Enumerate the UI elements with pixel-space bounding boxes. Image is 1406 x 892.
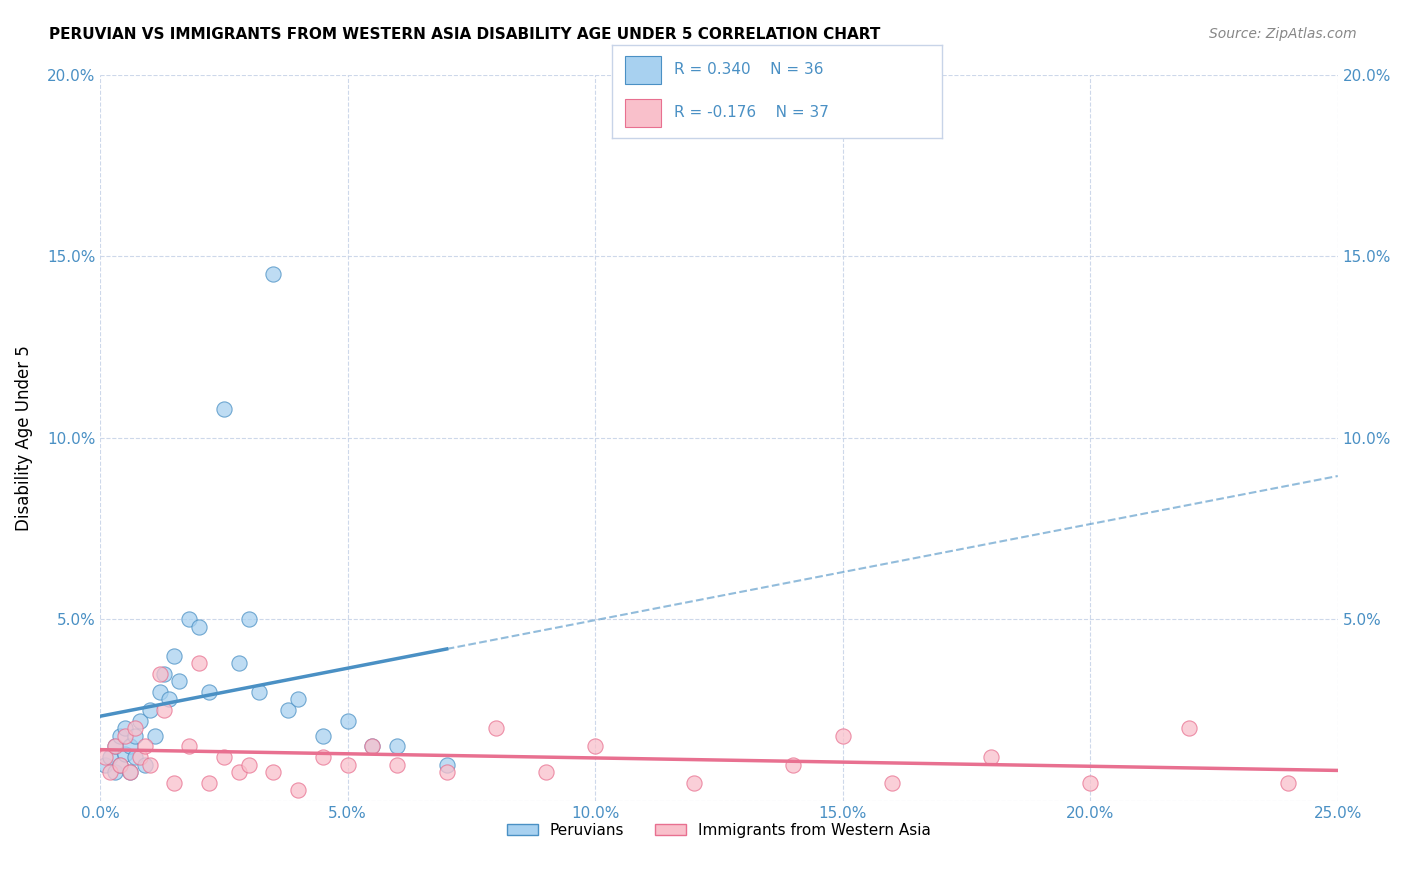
Point xyxy=(128,714,150,728)
Point xyxy=(134,757,156,772)
Point xyxy=(312,750,335,764)
Point xyxy=(583,739,606,754)
Point xyxy=(683,775,706,789)
Point xyxy=(124,721,146,735)
Point xyxy=(153,666,176,681)
Point xyxy=(980,750,1002,764)
Point xyxy=(485,721,508,735)
Point xyxy=(262,764,284,779)
Point xyxy=(138,757,160,772)
Point xyxy=(114,747,136,761)
Point xyxy=(179,739,201,754)
Point xyxy=(361,739,384,754)
Point xyxy=(277,703,299,717)
Point xyxy=(212,750,235,764)
Point xyxy=(534,764,557,779)
Text: PERUVIAN VS IMMIGRANTS FROM WESTERN ASIA DISABILITY AGE UNDER 5 CORRELATION CHAR: PERUVIAN VS IMMIGRANTS FROM WESTERN ASIA… xyxy=(49,27,880,42)
Point xyxy=(287,692,309,706)
Point xyxy=(179,612,201,626)
Bar xyxy=(624,56,661,84)
Point xyxy=(312,729,335,743)
Point xyxy=(148,685,170,699)
Point xyxy=(831,729,853,743)
Point xyxy=(198,685,221,699)
Point xyxy=(163,775,186,789)
Point xyxy=(238,612,260,626)
Point xyxy=(159,692,181,706)
Point xyxy=(114,721,136,735)
Point xyxy=(148,666,170,681)
Point xyxy=(98,750,121,764)
Point xyxy=(104,739,127,754)
Point xyxy=(228,764,250,779)
Point xyxy=(1178,721,1201,735)
Point xyxy=(198,775,221,789)
Point xyxy=(138,703,160,717)
Point xyxy=(361,739,384,754)
Point xyxy=(108,729,131,743)
Point xyxy=(108,757,131,772)
Point xyxy=(114,729,136,743)
Point xyxy=(188,656,211,670)
Point xyxy=(94,757,117,772)
Point xyxy=(163,648,186,663)
Point xyxy=(212,401,235,416)
Point xyxy=(118,764,141,779)
Y-axis label: Disability Age Under 5: Disability Age Under 5 xyxy=(15,345,32,531)
Point xyxy=(247,685,270,699)
Point xyxy=(108,757,131,772)
Point xyxy=(94,750,117,764)
Legend: Peruvians, Immigrants from Western Asia: Peruvians, Immigrants from Western Asia xyxy=(501,817,936,844)
Point xyxy=(128,750,150,764)
Point xyxy=(436,757,458,772)
Text: R = 0.340    N = 36: R = 0.340 N = 36 xyxy=(675,62,824,78)
Point xyxy=(104,739,127,754)
Point xyxy=(169,673,191,688)
Point xyxy=(228,656,250,670)
Point xyxy=(287,783,309,797)
Text: Source: ZipAtlas.com: Source: ZipAtlas.com xyxy=(1209,27,1357,41)
Point xyxy=(188,619,211,633)
Point xyxy=(134,739,156,754)
Point xyxy=(385,757,408,772)
Point xyxy=(782,757,804,772)
Text: R = -0.176    N = 37: R = -0.176 N = 37 xyxy=(675,105,830,120)
Point xyxy=(1277,775,1299,789)
Point xyxy=(238,757,260,772)
Point xyxy=(436,764,458,779)
Point xyxy=(98,764,121,779)
Point xyxy=(118,739,141,754)
Point xyxy=(143,729,166,743)
Point xyxy=(336,757,359,772)
Point xyxy=(385,739,408,754)
Point xyxy=(118,764,141,779)
Bar xyxy=(624,99,661,127)
Point xyxy=(262,267,284,281)
Point xyxy=(336,714,359,728)
Point xyxy=(1078,775,1101,789)
Point xyxy=(153,703,176,717)
Point xyxy=(104,764,127,779)
Point xyxy=(124,729,146,743)
Point xyxy=(882,775,904,789)
Point xyxy=(124,750,146,764)
